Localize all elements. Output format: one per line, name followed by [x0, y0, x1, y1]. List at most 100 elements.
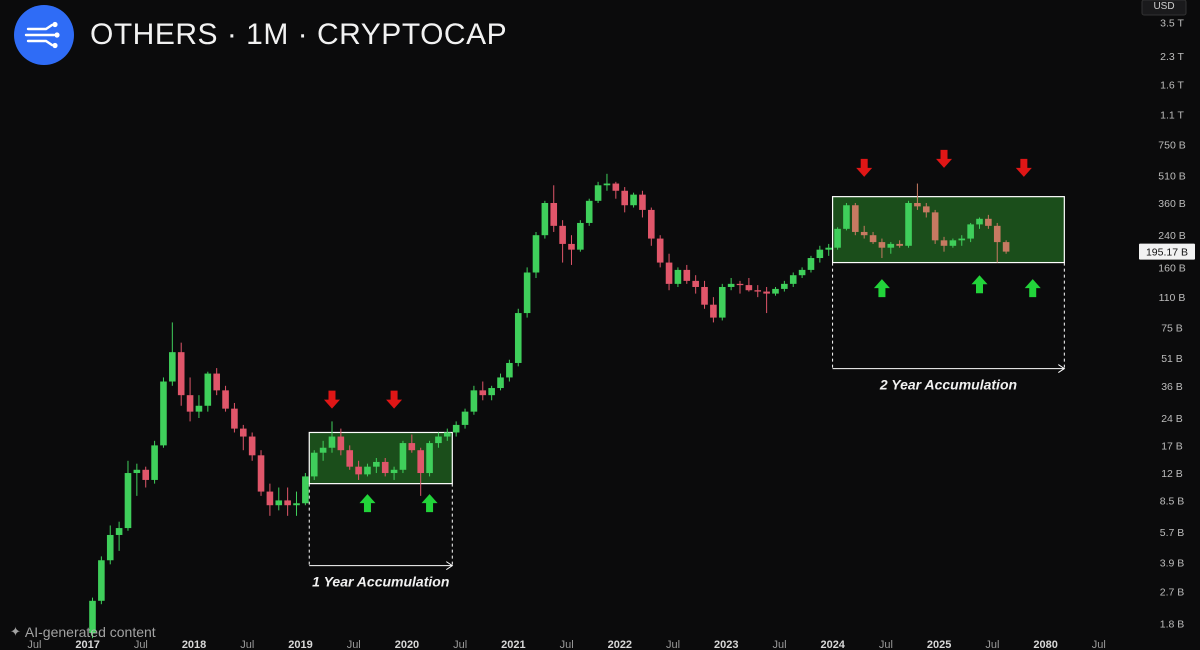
x-tick-label: Jul: [666, 639, 680, 650]
watermark-text: AI-generated content: [24, 624, 156, 640]
candle-body: [266, 491, 274, 506]
candle-body: [222, 390, 229, 409]
candle-body: [878, 242, 886, 248]
candle-body: [869, 235, 877, 243]
zone-label: 1 Year Accumulation: [312, 574, 449, 590]
x-tick-label: Jul: [347, 639, 361, 650]
candle-body: [772, 288, 779, 294]
usd-tag: [1141, 0, 1187, 16]
support-arrow: [873, 279, 890, 298]
ai-watermark: ✦ AI-generated content: [10, 624, 156, 640]
y-tick-label: 240 B: [1158, 230, 1185, 242]
x-tick-label: Jul: [1092, 639, 1106, 650]
candle-body: [1002, 242, 1010, 252]
resistance-arrow: [323, 390, 340, 409]
accumulation-zone: [831, 196, 1065, 264]
candle-body: [124, 473, 132, 529]
candle-body: [603, 183, 611, 186]
x-tick-label: 2021: [501, 639, 525, 650]
candle-body: [381, 461, 389, 474]
candle-body: [248, 436, 256, 456]
candle-body: [435, 436, 442, 444]
candle-body: [763, 291, 770, 294]
candle-body: [710, 304, 717, 318]
zone-label: 2 Year Accumulation: [879, 377, 1017, 393]
y-axis-unit: USD: [1153, 1, 1174, 12]
candle-body: [151, 445, 158, 480]
y-tick-label: 75 B: [1161, 323, 1183, 335]
candle-body: [470, 390, 478, 412]
y-tick-label: 2.7 B: [1160, 586, 1185, 598]
candle-body: [594, 185, 602, 201]
candle-body: [328, 436, 336, 448]
sparkle-icon: ✦: [10, 624, 21, 639]
resistance-arrow: [1015, 158, 1032, 177]
candle-body: [186, 395, 194, 412]
candle-body: [630, 194, 637, 206]
y-tick-label: 24 B: [1161, 413, 1183, 425]
support-arrow: [421, 494, 438, 513]
y-tick-label: 36 B: [1161, 381, 1183, 393]
candle-body: [781, 283, 788, 289]
candle-body: [639, 194, 646, 210]
y-tick-label: 750 B: [1158, 140, 1185, 152]
candle-body: [523, 272, 531, 314]
candle-body: [106, 534, 114, 561]
candle-body: [993, 225, 1001, 243]
candle-body: [692, 280, 699, 287]
candle-body: [612, 183, 620, 191]
candle-body: [426, 443, 433, 474]
candle-body: [346, 450, 354, 467]
x-tick-label: Jul: [453, 639, 467, 650]
candle-body: [319, 447, 327, 453]
y-tick-label: 8.5 B: [1160, 495, 1185, 507]
candle-body: [408, 443, 416, 451]
support-arrow: [971, 275, 988, 294]
candle-body: [940, 240, 948, 246]
y-tick-label: 1.1 T: [1160, 109, 1184, 121]
x-tick-label: 2024: [820, 639, 845, 650]
candle-body: [852, 205, 859, 232]
support-arrow: [1024, 279, 1041, 298]
network-logo-icon: [14, 5, 74, 65]
candle-body: [718, 286, 726, 318]
y-tick-label: 510 B: [1158, 170, 1185, 182]
candle-body: [231, 408, 238, 429]
candle-body: [807, 258, 815, 270]
candle-body: [843, 205, 850, 229]
candle-body: [399, 443, 407, 470]
candle-body: [967, 224, 974, 239]
candle-body: [532, 235, 540, 273]
candle-body: [914, 203, 921, 207]
candle-body: [825, 247, 833, 250]
candle-body: [98, 560, 105, 601]
candle-body: [834, 228, 841, 248]
resistance-arrow: [856, 158, 873, 177]
y-tick-label: 3.9 B: [1160, 557, 1185, 569]
candle-body: [160, 381, 167, 446]
candle-body: [754, 290, 762, 292]
zone-span-arrowhead: [446, 561, 454, 571]
y-tick-label: 110 B: [1159, 292, 1186, 304]
candle-body: [683, 269, 691, 281]
candle-body: [665, 262, 673, 284]
candle-body: [310, 452, 318, 477]
candle-body: [656, 238, 664, 263]
x-tick-label: 2022: [608, 639, 632, 650]
y-tick-label: 5.7 B: [1160, 527, 1185, 539]
y-tick-label: 1.8 B: [1160, 619, 1185, 631]
candle-body: [550, 203, 558, 226]
candle-body: [985, 218, 992, 226]
last-price-label: 195.17 B: [1146, 247, 1188, 259]
candle-body: [727, 283, 735, 287]
candle-body: [444, 432, 451, 437]
candle-body: [275, 500, 283, 506]
candle-body: [213, 373, 220, 391]
candle-body: [169, 352, 176, 382]
x-tick-label: 2018: [182, 639, 206, 650]
candle-body: [816, 249, 824, 259]
candle-body: [488, 388, 495, 396]
candle-body: [648, 209, 655, 239]
candle-body: [89, 600, 96, 633]
